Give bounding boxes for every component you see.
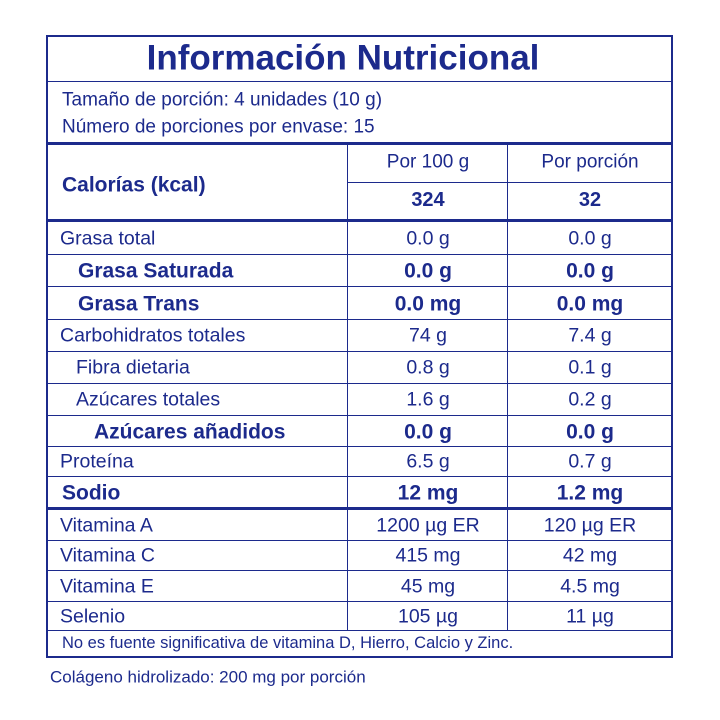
- row-value: 120 µg ER: [543, 513, 637, 536]
- label-border: [46, 35, 673, 658]
- row-value: 0.0 g: [404, 259, 452, 283]
- rule: [46, 507, 673, 510]
- row-rule: [46, 254, 673, 255]
- calories-label: Calorías (kcal): [62, 173, 206, 197]
- rule: [46, 630, 673, 631]
- row-label: Vitamina E: [60, 574, 154, 597]
- row-value: 11 µg: [566, 604, 614, 627]
- row-label: Grasa Trans: [78, 292, 200, 315]
- row-value: 0.0 mg: [394, 292, 462, 315]
- row-rule: [46, 570, 673, 571]
- row-label: Grasa total: [60, 226, 156, 249]
- row-value: 0.8 g: [406, 356, 450, 379]
- row-label: Sodio: [62, 481, 121, 505]
- row-label: Carbohidratos totales: [60, 324, 246, 347]
- row-label: Azúcares añadidos: [94, 420, 286, 443]
- footnote: No es fuente significativa de vitamina D…: [62, 633, 514, 652]
- row-value: 1200 µg ER: [376, 513, 480, 536]
- row-value: 415 mg: [395, 544, 461, 567]
- row-rule: [46, 286, 673, 287]
- row-label: Grasa Saturada: [78, 259, 234, 283]
- rule: [347, 182, 673, 183]
- row-value: 0.1 g: [568, 356, 612, 379]
- row-rule: [46, 319, 673, 320]
- row-rule: [46, 446, 673, 447]
- row-value: 4.5 mg: [560, 574, 620, 597]
- row-label: Selenio: [60, 604, 126, 627]
- servings-per-container: Número de porciones por envase: 15: [62, 116, 375, 138]
- serving-size: Tamaño de porción: 4 unidades (10 g): [62, 89, 383, 111]
- row-value: 74 g: [409, 324, 447, 347]
- row-value: 0.0 g: [568, 226, 612, 249]
- row-value: 45 mg: [400, 574, 456, 597]
- row-value: 7.4 g: [568, 324, 612, 347]
- row-value: 1.6 g: [406, 388, 450, 411]
- row-label: Fibra dietaria: [76, 356, 190, 379]
- column-header: Por 100 g: [386, 151, 470, 173]
- column-rule: [507, 144, 508, 630]
- row-value: 0.7 g: [568, 450, 612, 473]
- row-value: 12 mg: [397, 481, 459, 505]
- row-label: Vitamina A: [60, 513, 153, 536]
- row-value: 0.0 mg: [556, 292, 624, 315]
- row-value: 0.0 g: [566, 259, 614, 283]
- row-rule: [46, 383, 673, 384]
- column-rule: [347, 144, 348, 630]
- calories-value: 32: [578, 189, 602, 211]
- row-rule: [46, 540, 673, 541]
- row-label: Proteína: [60, 450, 134, 473]
- column-header: Por porción: [541, 151, 639, 173]
- row-value: 1.2 mg: [556, 481, 624, 505]
- row-value: 0.0 g: [404, 420, 452, 443]
- row-value: 0.0 g: [406, 226, 450, 249]
- row-rule: [46, 351, 673, 352]
- row-value: 6.5 g: [406, 450, 450, 473]
- row-label: Azúcares totales: [76, 388, 221, 411]
- calories-value: 324: [411, 189, 445, 211]
- rule: [46, 219, 673, 222]
- row-rule: [46, 601, 673, 602]
- row-value: 0.0 g: [566, 420, 614, 443]
- rule: [46, 142, 673, 145]
- row-value: 105 µg: [397, 604, 459, 627]
- row-rule: [46, 476, 673, 477]
- note: Colágeno hidrolizado: 200 mg por porción: [50, 667, 366, 687]
- rule: [46, 81, 673, 82]
- row-value: 0.2 g: [568, 388, 612, 411]
- row-rule: [46, 415, 673, 416]
- row-label: Vitamina C: [60, 544, 156, 567]
- title: Información Nutricional: [146, 38, 540, 78]
- row-value: 42 mg: [562, 544, 618, 567]
